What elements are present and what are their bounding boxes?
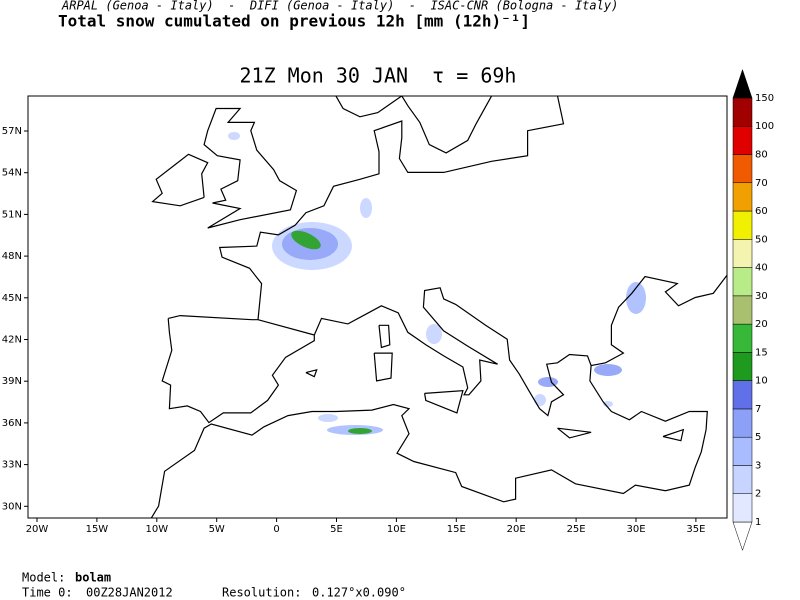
colorbar-box [732, 97, 753, 127]
colorbar-box [732, 436, 753, 466]
colorbar-box [732, 210, 753, 240]
x-tick-label: 25E [567, 524, 586, 535]
time-value: 00Z28JAN2012 [86, 586, 173, 600]
colorbar: 1 2 3 5 7 10 15 20 30 40 50 60 70 80 100 150 [732, 68, 774, 552]
colorbar-label: 50 [755, 234, 768, 245]
snow-field [228, 132, 646, 435]
x-tick-label: 10W [145, 524, 168, 535]
colorbar-box [732, 295, 753, 325]
x-tick-label: 30E [626, 524, 645, 535]
x-tick-label: 15W [86, 524, 109, 535]
colorbar-box [732, 408, 753, 438]
x-tick-label: 5W [209, 524, 225, 535]
colorbar-label: 15 [755, 347, 768, 358]
coastline [218, 96, 565, 320]
colorbar-box [732, 267, 753, 297]
colorbar-box [732, 352, 753, 381]
x-tick-label: 5E [330, 524, 343, 535]
colorbar-box [732, 465, 753, 494]
x-tick-label: 15E [447, 524, 466, 535]
x-tick-label: 20W [26, 524, 49, 535]
coastline [161, 314, 315, 424]
colorbar-label: 80 [755, 149, 768, 160]
resolution-value: 0.127°x0.090° [312, 586, 406, 600]
coastline [335, 96, 493, 154]
y-tick-label: 42N [2, 335, 22, 346]
coastline [424, 389, 464, 414]
resolution-label: Resolution: [222, 586, 301, 600]
colorbar-box [732, 323, 753, 353]
coastline [373, 352, 393, 382]
colorbar-box [732, 493, 753, 523]
colorbar-label: 70 [755, 178, 768, 189]
colorbar-label: 30 [755, 291, 768, 302]
colorbar-label: 60 [755, 206, 768, 217]
colorbar-label: 3 [755, 460, 761, 471]
main-title: Total snow cumulated on previous 12h [mm… [58, 12, 530, 31]
x-tick-label: 0 [273, 524, 279, 535]
coastline [151, 153, 209, 207]
colorbar-triangle [732, 521, 753, 552]
colorbar-label: 1 [755, 517, 761, 528]
model-label: Model: [22, 571, 65, 585]
coastline [203, 107, 298, 229]
colorbar-label: 10 [755, 376, 768, 387]
colorbar-box [732, 239, 753, 268]
coastline [305, 368, 318, 378]
colorbar-label: 2 [755, 489, 761, 500]
y-tick-label: 39N [2, 376, 22, 387]
colorbar-box [732, 154, 753, 184]
y-tick-label: 54N [2, 168, 22, 179]
coastlines [150, 96, 727, 518]
y-tick-label: 45N [2, 293, 22, 304]
coastline [150, 365, 708, 518]
colorbar-label: 20 [755, 319, 768, 330]
map-area [28, 96, 727, 518]
credits: ARPAL (Genoa - Italy) - DIFI (Genoa - It… [61, 0, 618, 13]
colorbar-label: 7 [755, 404, 761, 415]
coastline [662, 428, 685, 442]
map-frame [27, 95, 728, 519]
model-name: bolam [75, 571, 111, 585]
time-label: Time 0: [22, 586, 73, 600]
y-tick-label: 30N [2, 501, 22, 512]
colorbar-label: 150 [755, 93, 774, 104]
y-tick-label: 36N [2, 418, 22, 429]
y-tick-label: 57N [2, 126, 22, 137]
x-tick-label: 35E [686, 524, 705, 535]
colorbar-box [732, 380, 753, 410]
colorbar-box [732, 125, 753, 155]
y-tick-label: 51N [2, 209, 22, 220]
colorbar-label: 5 [755, 432, 761, 443]
colorbar-box [732, 182, 753, 212]
colorbar-triangle [732, 68, 753, 99]
coastline [557, 427, 592, 439]
y-tick-label: 33N [2, 460, 22, 471]
x-tick-label: 10E [387, 524, 406, 535]
coastline [378, 324, 391, 349]
y-tick-label: 48N [2, 251, 22, 262]
colorbar-label: 40 [755, 263, 768, 274]
x-tick-label: 20E [507, 524, 526, 535]
coastline [313, 274, 727, 417]
map-title: 21Z Mon 30 JAN τ = 69h [240, 64, 517, 88]
colorbar-label: 100 [755, 121, 774, 132]
